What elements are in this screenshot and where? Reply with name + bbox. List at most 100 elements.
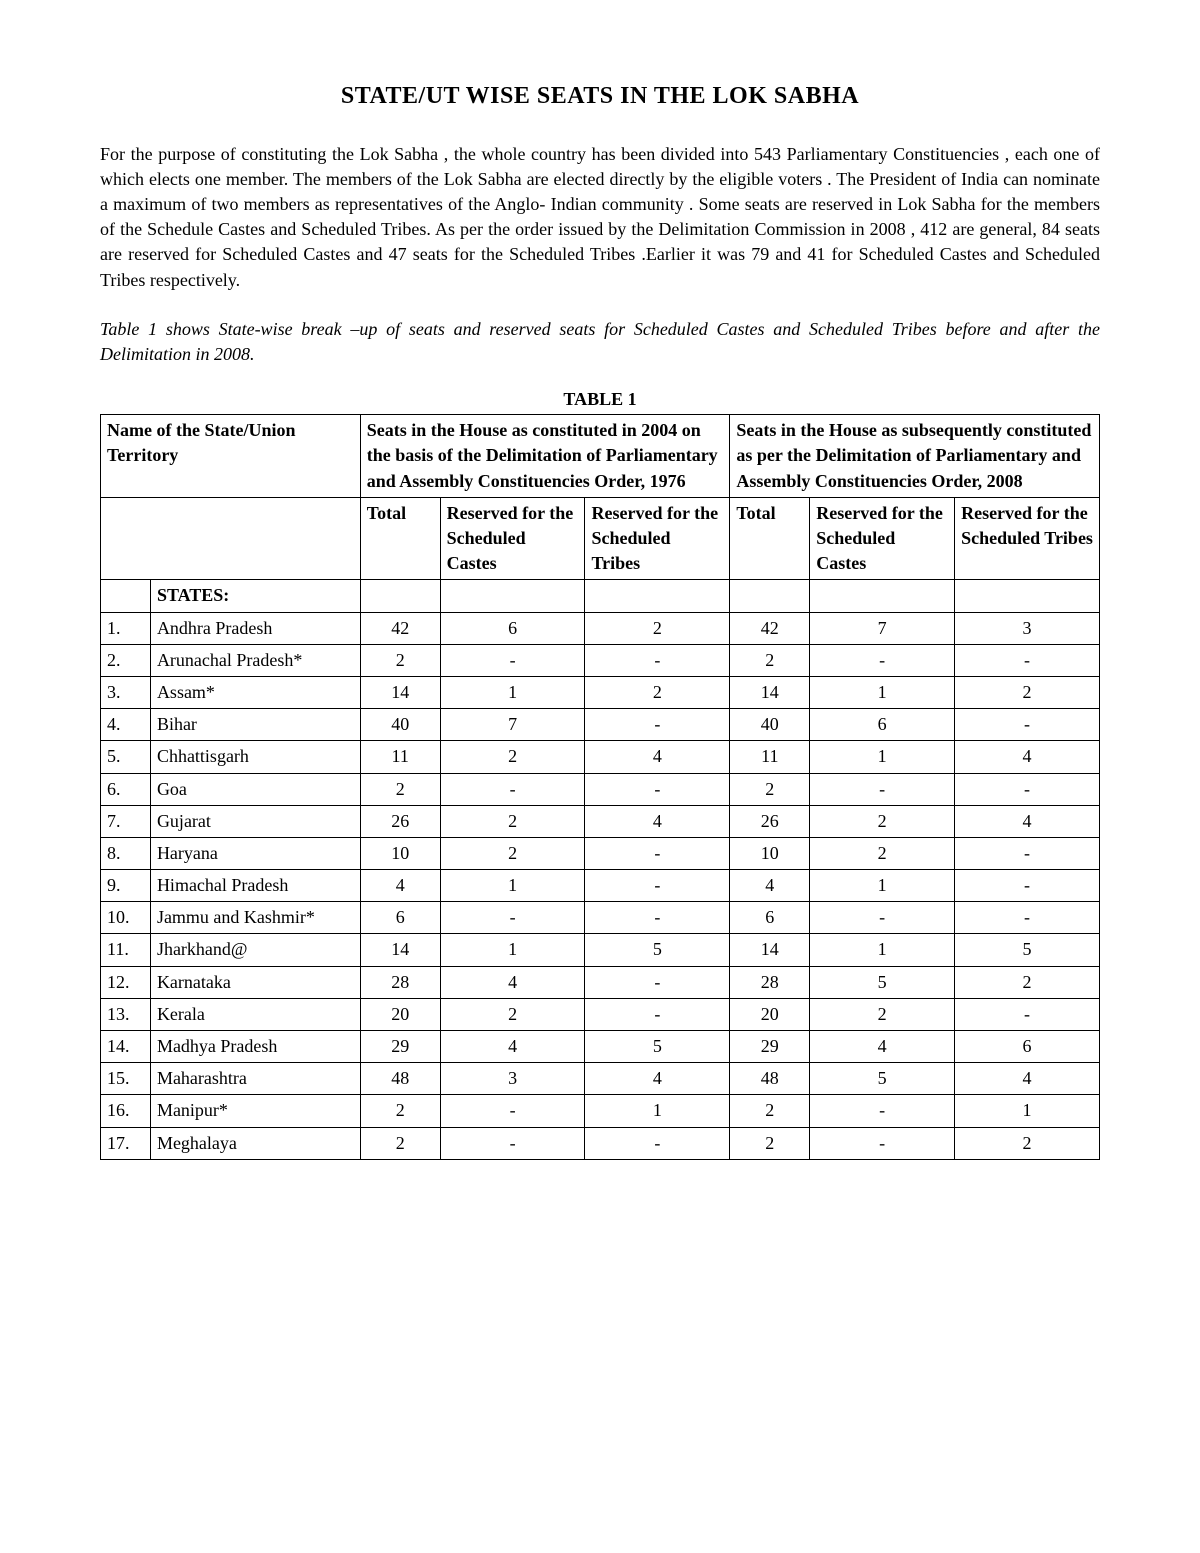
header-sc-2004: Reserved for the Scheduled Castes — [440, 497, 585, 580]
st-2008: - — [955, 998, 1100, 1030]
sc-2008: - — [810, 773, 955, 805]
table-row: 2.Arunachal Pradesh*2--2-- — [101, 644, 1100, 676]
sc-2008: 5 — [810, 1063, 955, 1095]
total-2008: 29 — [730, 1031, 810, 1063]
table-row: 6.Goa2--2-- — [101, 773, 1100, 805]
total-2004: 40 — [360, 709, 440, 741]
state-name: Gujarat — [150, 805, 360, 837]
sc-2008: 1 — [810, 741, 955, 773]
sc-2008: 1 — [810, 870, 955, 902]
st-2004: 5 — [585, 1031, 730, 1063]
document-page: STATE/UT WISE SEATS IN THE LOK SABHA For… — [100, 80, 1100, 1160]
header-sc-2008: Reserved for the Scheduled Castes — [810, 497, 955, 580]
states-row-cell — [360, 580, 440, 612]
st-2004: 2 — [585, 612, 730, 644]
states-row-cell — [730, 580, 810, 612]
row-number: 10. — [101, 902, 151, 934]
sc-2004: 2 — [440, 837, 585, 869]
table-row: 12.Karnataka284-2852 — [101, 966, 1100, 998]
sc-2004: 3 — [440, 1063, 585, 1095]
header-st-2008: Reserved for the Scheduled Tribes — [955, 497, 1100, 580]
state-name: Bihar — [150, 709, 360, 741]
total-2008: 28 — [730, 966, 810, 998]
total-2004: 14 — [360, 934, 440, 966]
row-number: 1. — [101, 612, 151, 644]
states-row-cell — [440, 580, 585, 612]
total-2004: 2 — [360, 1127, 440, 1159]
sc-2004: 2 — [440, 741, 585, 773]
table-row: 5.Chhattisgarh11241114 — [101, 741, 1100, 773]
sc-2004: - — [440, 1127, 585, 1159]
sc-2004: 1 — [440, 676, 585, 708]
total-2008: 20 — [730, 998, 810, 1030]
st-2004: - — [585, 837, 730, 869]
states-row-cell — [955, 580, 1100, 612]
table-row: 15.Maharashtra48344854 — [101, 1063, 1100, 1095]
state-name: Arunachal Pradesh* — [150, 644, 360, 676]
sc-2008: 4 — [810, 1031, 955, 1063]
total-2008: 14 — [730, 676, 810, 708]
total-2004: 11 — [360, 741, 440, 773]
sc-2004: 4 — [440, 966, 585, 998]
row-number: 6. — [101, 773, 151, 805]
table-row: 3.Assam*14121412 — [101, 676, 1100, 708]
total-2008: 2 — [730, 1095, 810, 1127]
total-2004: 2 — [360, 644, 440, 676]
st-2008: - — [955, 773, 1100, 805]
sc-2008: 2 — [810, 837, 955, 869]
total-2004: 2 — [360, 773, 440, 805]
row-number: 11. — [101, 934, 151, 966]
total-2008: 11 — [730, 741, 810, 773]
sc-2004: - — [440, 902, 585, 934]
state-name: Andhra Pradesh — [150, 612, 360, 644]
state-name: Assam* — [150, 676, 360, 708]
row-number: 12. — [101, 966, 151, 998]
sc-2004: 1 — [440, 934, 585, 966]
total-2004: 10 — [360, 837, 440, 869]
st-2008: 5 — [955, 934, 1100, 966]
states-label: STATES: — [150, 580, 360, 612]
table-row: 1.Andhra Pradesh42624273 — [101, 612, 1100, 644]
state-name: Chhattisgarh — [150, 741, 360, 773]
table-row: 14.Madhya Pradesh29452946 — [101, 1031, 1100, 1063]
total-2004: 29 — [360, 1031, 440, 1063]
intro-paragraph: For the purpose of constituting the Lok … — [100, 142, 1100, 293]
header-group-2008: Seats in the House as subsequently const… — [730, 415, 1100, 498]
row-number: 13. — [101, 998, 151, 1030]
header-total-2008: Total — [730, 497, 810, 580]
st-2008: 2 — [955, 1127, 1100, 1159]
sc-2008: - — [810, 1095, 955, 1127]
row-number: 7. — [101, 805, 151, 837]
sc-2008: 2 — [810, 805, 955, 837]
sc-2004: 1 — [440, 870, 585, 902]
state-name: Meghalaya — [150, 1127, 360, 1159]
states-row-blank — [101, 580, 151, 612]
sc-2004: 2 — [440, 805, 585, 837]
table-caption: Table 1 shows State-wise break –up of se… — [100, 317, 1100, 367]
table-row: 10.Jammu and Kashmir*6--6-- — [101, 902, 1100, 934]
row-number: 15. — [101, 1063, 151, 1095]
st-2008: - — [955, 837, 1100, 869]
total-2004: 2 — [360, 1095, 440, 1127]
row-number: 9. — [101, 870, 151, 902]
table-row: 16.Manipur*2-12-1 — [101, 1095, 1100, 1127]
state-name: Madhya Pradesh — [150, 1031, 360, 1063]
st-2004: - — [585, 998, 730, 1030]
header-blank — [101, 497, 361, 580]
state-name: Himachal Pradesh — [150, 870, 360, 902]
sc-2008: 1 — [810, 934, 955, 966]
states-row-cell — [810, 580, 955, 612]
total-2004: 14 — [360, 676, 440, 708]
total-2008: 2 — [730, 1127, 810, 1159]
table-row: 7.Gujarat26242624 — [101, 805, 1100, 837]
st-2008: 6 — [955, 1031, 1100, 1063]
st-2004: - — [585, 773, 730, 805]
state-name: Haryana — [150, 837, 360, 869]
state-name: Jharkhand@ — [150, 934, 360, 966]
total-2008: 10 — [730, 837, 810, 869]
table-row: 4.Bihar407-406- — [101, 709, 1100, 741]
sc-2008: - — [810, 902, 955, 934]
row-number: 14. — [101, 1031, 151, 1063]
table-row: 11.Jharkhand@14151415 — [101, 934, 1100, 966]
total-2008: 2 — [730, 644, 810, 676]
